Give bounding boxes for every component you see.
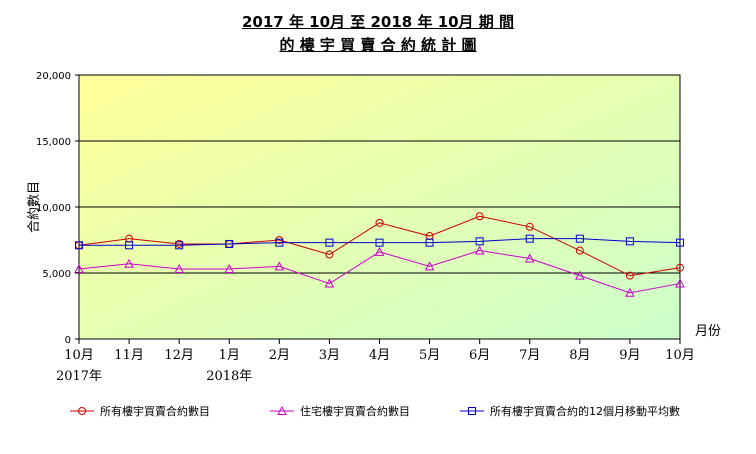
data-point-circle	[625, 271, 634, 280]
data-point-circle	[78, 407, 86, 415]
data-point-square	[475, 237, 484, 246]
x-tick-label: 8月	[569, 348, 590, 363]
data-point-square	[525, 234, 534, 243]
x-tick-label: 1月	[219, 348, 240, 363]
x-tick-label: 10月	[665, 348, 695, 363]
data-point-triangle	[424, 261, 435, 271]
data-point-square	[375, 238, 384, 247]
x-tick-label: 12月	[164, 348, 194, 363]
x-tick-label: 10月	[64, 348, 94, 363]
data-point-square	[125, 241, 134, 250]
y-tick-label: 20,000	[36, 71, 71, 82]
data-point-square	[425, 238, 434, 247]
chart-title: 2017 年 10月 至 2018 年 10月 期 間	[241, 13, 515, 31]
x-axis-title: 月份	[695, 324, 721, 339]
x-tick-label: 2月	[269, 348, 290, 363]
x-tick-label: 3月	[319, 348, 340, 363]
data-point-triangle	[124, 258, 134, 268]
series-2	[75, 234, 684, 250]
data-point-triangle	[675, 278, 685, 288]
data-point-triangle	[174, 263, 185, 274]
x-tick-label: 9月	[619, 348, 640, 363]
data-point-square	[575, 234, 584, 243]
data-point-circle	[325, 250, 334, 259]
data-point-triangle	[274, 261, 285, 271]
y-tick-label: 5,000	[42, 269, 71, 280]
data-point-triangle	[574, 270, 585, 280]
data-point-triangle	[324, 278, 335, 288]
x-tick-label: 4月	[369, 348, 390, 363]
data-point-square	[676, 238, 684, 247]
data-point-square	[175, 241, 184, 250]
x-tick-label: 11月	[114, 348, 144, 363]
data-point-triangle	[277, 405, 287, 415]
legend-label: 所有樓宇買賣合約的12個月移動平均數	[490, 404, 680, 418]
data-point-triangle	[625, 287, 635, 297]
x-year-label: 2018年	[206, 369, 252, 384]
x-tick-label: 5月	[419, 348, 440, 363]
y-tick-label: 15,000	[36, 137, 71, 148]
data-point-triangle	[474, 245, 485, 255]
x-tick-label: 7月	[519, 348, 540, 363]
x-year-label: 2017年	[56, 369, 102, 384]
x-tick-label: 6月	[469, 348, 490, 363]
series-line	[78, 215, 681, 277]
y-axis-title: 合約數目	[27, 181, 42, 233]
data-point-square	[325, 238, 334, 247]
data-point-triangle	[524, 253, 535, 263]
chart-subtitle: 的 樓 宇 買 賣 合 約 統 計 圖	[279, 36, 477, 54]
data-point-square	[275, 238, 284, 247]
legend-label: 所有樓宇買賣合約數目	[100, 404, 210, 418]
data-point-circle	[525, 222, 534, 231]
series-line	[79, 238, 681, 246]
data-point-square	[468, 407, 476, 415]
legend-item: 所有樓宇買賣合約數目	[70, 404, 210, 418]
legend-label: 住宅樓宇買賣合約數目	[300, 404, 410, 418]
series-line	[78, 250, 681, 294]
data-point-square	[625, 237, 634, 246]
legend-item: 住宅樓宇買賣合約數目	[270, 404, 410, 418]
data-point-square	[75, 241, 83, 250]
legend-item: 所有樓宇買賣合約的12個月移動平均數	[460, 404, 680, 418]
data-point-triangle	[224, 263, 235, 274]
data-point-circle	[676, 263, 684, 272]
y-tick-label: 10,000	[36, 203, 71, 214]
y-tick-label: 0	[65, 335, 71, 346]
data-point-circle	[475, 212, 484, 221]
data-point-square	[225, 239, 234, 248]
data-point-circle	[575, 246, 584, 255]
data-point-triangle	[374, 246, 385, 256]
data-point-circle	[375, 218, 384, 227]
